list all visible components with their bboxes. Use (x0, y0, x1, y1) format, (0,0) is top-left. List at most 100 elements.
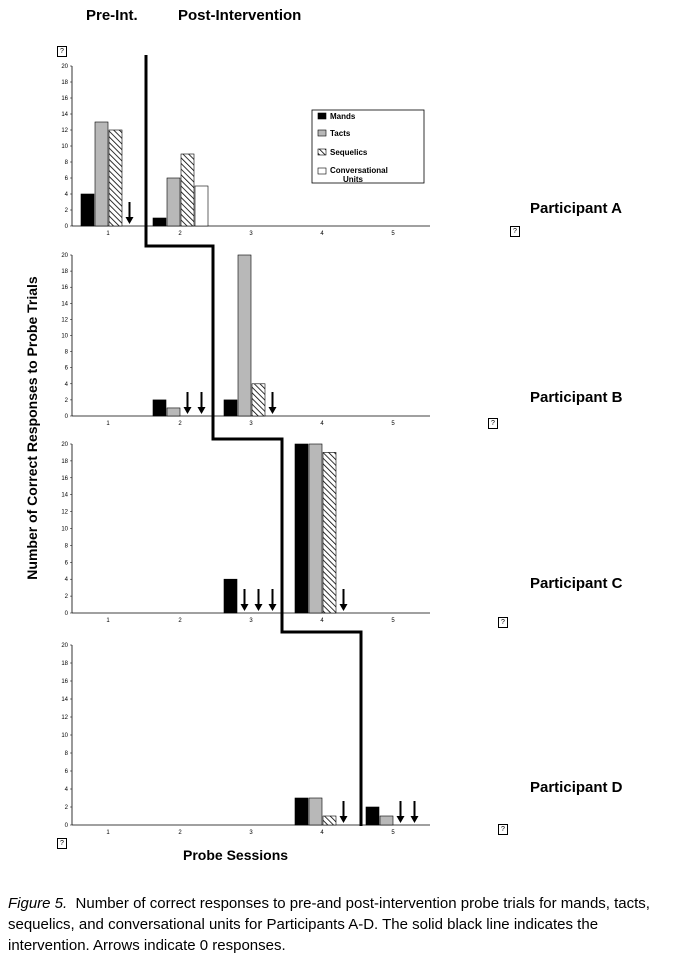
bar-mands (294, 443, 309, 614)
pre-intervention-header: Pre-Int. (86, 7, 138, 24)
missing-image-icon: ? (57, 838, 67, 849)
bar-mands (80, 193, 95, 227)
x-tick-label: 1 (106, 618, 110, 624)
x-tick-label: 5 (391, 618, 395, 624)
legend-swatch-mands (317, 112, 327, 120)
y-tick-label: 12 (61, 317, 68, 323)
participant-c-label: Participant C (530, 575, 623, 592)
bar-tacts (308, 797, 323, 826)
bar-tacts (166, 177, 181, 227)
y-tick-label: 14 (61, 301, 68, 307)
bar-mands (223, 578, 238, 614)
figure-number: Figure 5. (8, 895, 68, 912)
y-tick-label: 8 (65, 160, 69, 166)
y-tick-label: 18 (61, 269, 68, 275)
zero-response-arrow (240, 589, 249, 611)
post-intervention-header: Post-Intervention (178, 7, 302, 24)
legend-label-mands: Mands (330, 112, 356, 121)
zero-response-arrow (125, 202, 134, 224)
bar-sequelics (108, 129, 123, 227)
y-tick-label: 2 (65, 398, 69, 404)
zero-response-arrow (268, 589, 277, 611)
y-tick-label: 6 (65, 769, 69, 775)
zero-response-arrow (268, 392, 277, 414)
legend-label-conversational: Conversational (330, 166, 388, 175)
legend-swatch-sequelics (317, 148, 327, 156)
y-tick-label: 4 (65, 192, 69, 198)
x-axis-label: Probe Sessions (183, 847, 289, 863)
zero-response-arrow (410, 801, 419, 823)
zero-response-arrow (339, 589, 348, 611)
y-tick-label: 6 (65, 176, 69, 182)
legend-label-units: Units (343, 175, 364, 184)
participant-a-label: Participant A (530, 200, 622, 217)
y-tick-label: 18 (61, 80, 68, 86)
zero-response-arrow (396, 801, 405, 823)
y-tick-label: 2 (65, 208, 69, 214)
x-tick-label: 4 (320, 830, 324, 836)
x-tick-label: 5 (391, 421, 395, 427)
bar-tacts (94, 121, 109, 227)
y-tick-label: 10 (61, 733, 68, 739)
missing-image-icon: ? (57, 46, 67, 57)
bar-sequelics (322, 452, 337, 614)
y-tick-label: 16 (61, 679, 68, 685)
legend-label-sequelics: Sequelics (330, 148, 368, 157)
legend-box (311, 109, 425, 184)
y-tick-label: 20 (61, 253, 68, 259)
bar-mands (294, 797, 309, 826)
participant-d-label: Participant D (530, 779, 623, 796)
bar-sequelics (322, 815, 337, 826)
y-tick-label: 16 (61, 285, 68, 291)
y-tick-label: 10 (61, 527, 68, 533)
bar-mands (365, 806, 380, 826)
legend-swatch-conversational (317, 167, 327, 175)
x-tick-label: 3 (249, 830, 253, 836)
x-tick-label: 2 (178, 231, 182, 237)
missing-image-icon: ? (488, 418, 498, 429)
y-tick-label: 4 (65, 382, 69, 388)
participant-b-label: Participant B (530, 389, 623, 406)
bar-tacts (166, 407, 181, 417)
y-tick-label: 0 (65, 224, 69, 230)
bar-tacts (379, 815, 394, 826)
y-tick-label: 0 (65, 823, 69, 829)
legend-label-tacts: Tacts (330, 129, 351, 138)
bar-conversational (194, 185, 209, 227)
zero-response-arrow (183, 392, 192, 414)
legend: Mands Tacts Sequelics Conversational Uni… (311, 109, 425, 184)
y-tick-label: 20 (61, 64, 68, 70)
intervention-phase-line (144, 55, 363, 826)
y-tick-label: 20 (61, 643, 68, 649)
figure-caption: Figure 5. Number of correct responses to… (8, 893, 683, 956)
y-tick-label: 10 (61, 144, 68, 150)
y-tick-label: 2 (65, 594, 69, 600)
x-tick-label: 3 (249, 618, 253, 624)
y-tick-label: 6 (65, 366, 69, 372)
bar-tacts (308, 443, 323, 614)
y-tick-label: 16 (61, 476, 68, 482)
zero-response-arrow (254, 589, 263, 611)
y-tick-label: 16 (61, 96, 68, 102)
x-tick-label: 2 (178, 830, 182, 836)
y-tick-label: 0 (65, 414, 69, 420)
x-tick-label: 4 (320, 421, 324, 427)
y-tick-label: 18 (61, 459, 68, 465)
y-tick-label: 14 (61, 112, 68, 118)
y-tick-label: 18 (61, 661, 68, 667)
y-tick-label: 4 (65, 577, 69, 583)
y-tick-label: 20 (61, 442, 68, 448)
x-tick-label: 2 (178, 421, 182, 427)
bar-mands (152, 399, 167, 417)
bar-sequelics (180, 153, 195, 227)
y-tick-label: 12 (61, 128, 68, 134)
x-tick-label: 5 (391, 830, 395, 836)
x-tick-label: 3 (249, 231, 253, 237)
zero-response-arrow (197, 392, 206, 414)
y-tick-label: 8 (65, 543, 69, 549)
x-tick-label: 5 (391, 231, 395, 237)
y-tick-label: 6 (65, 560, 69, 566)
